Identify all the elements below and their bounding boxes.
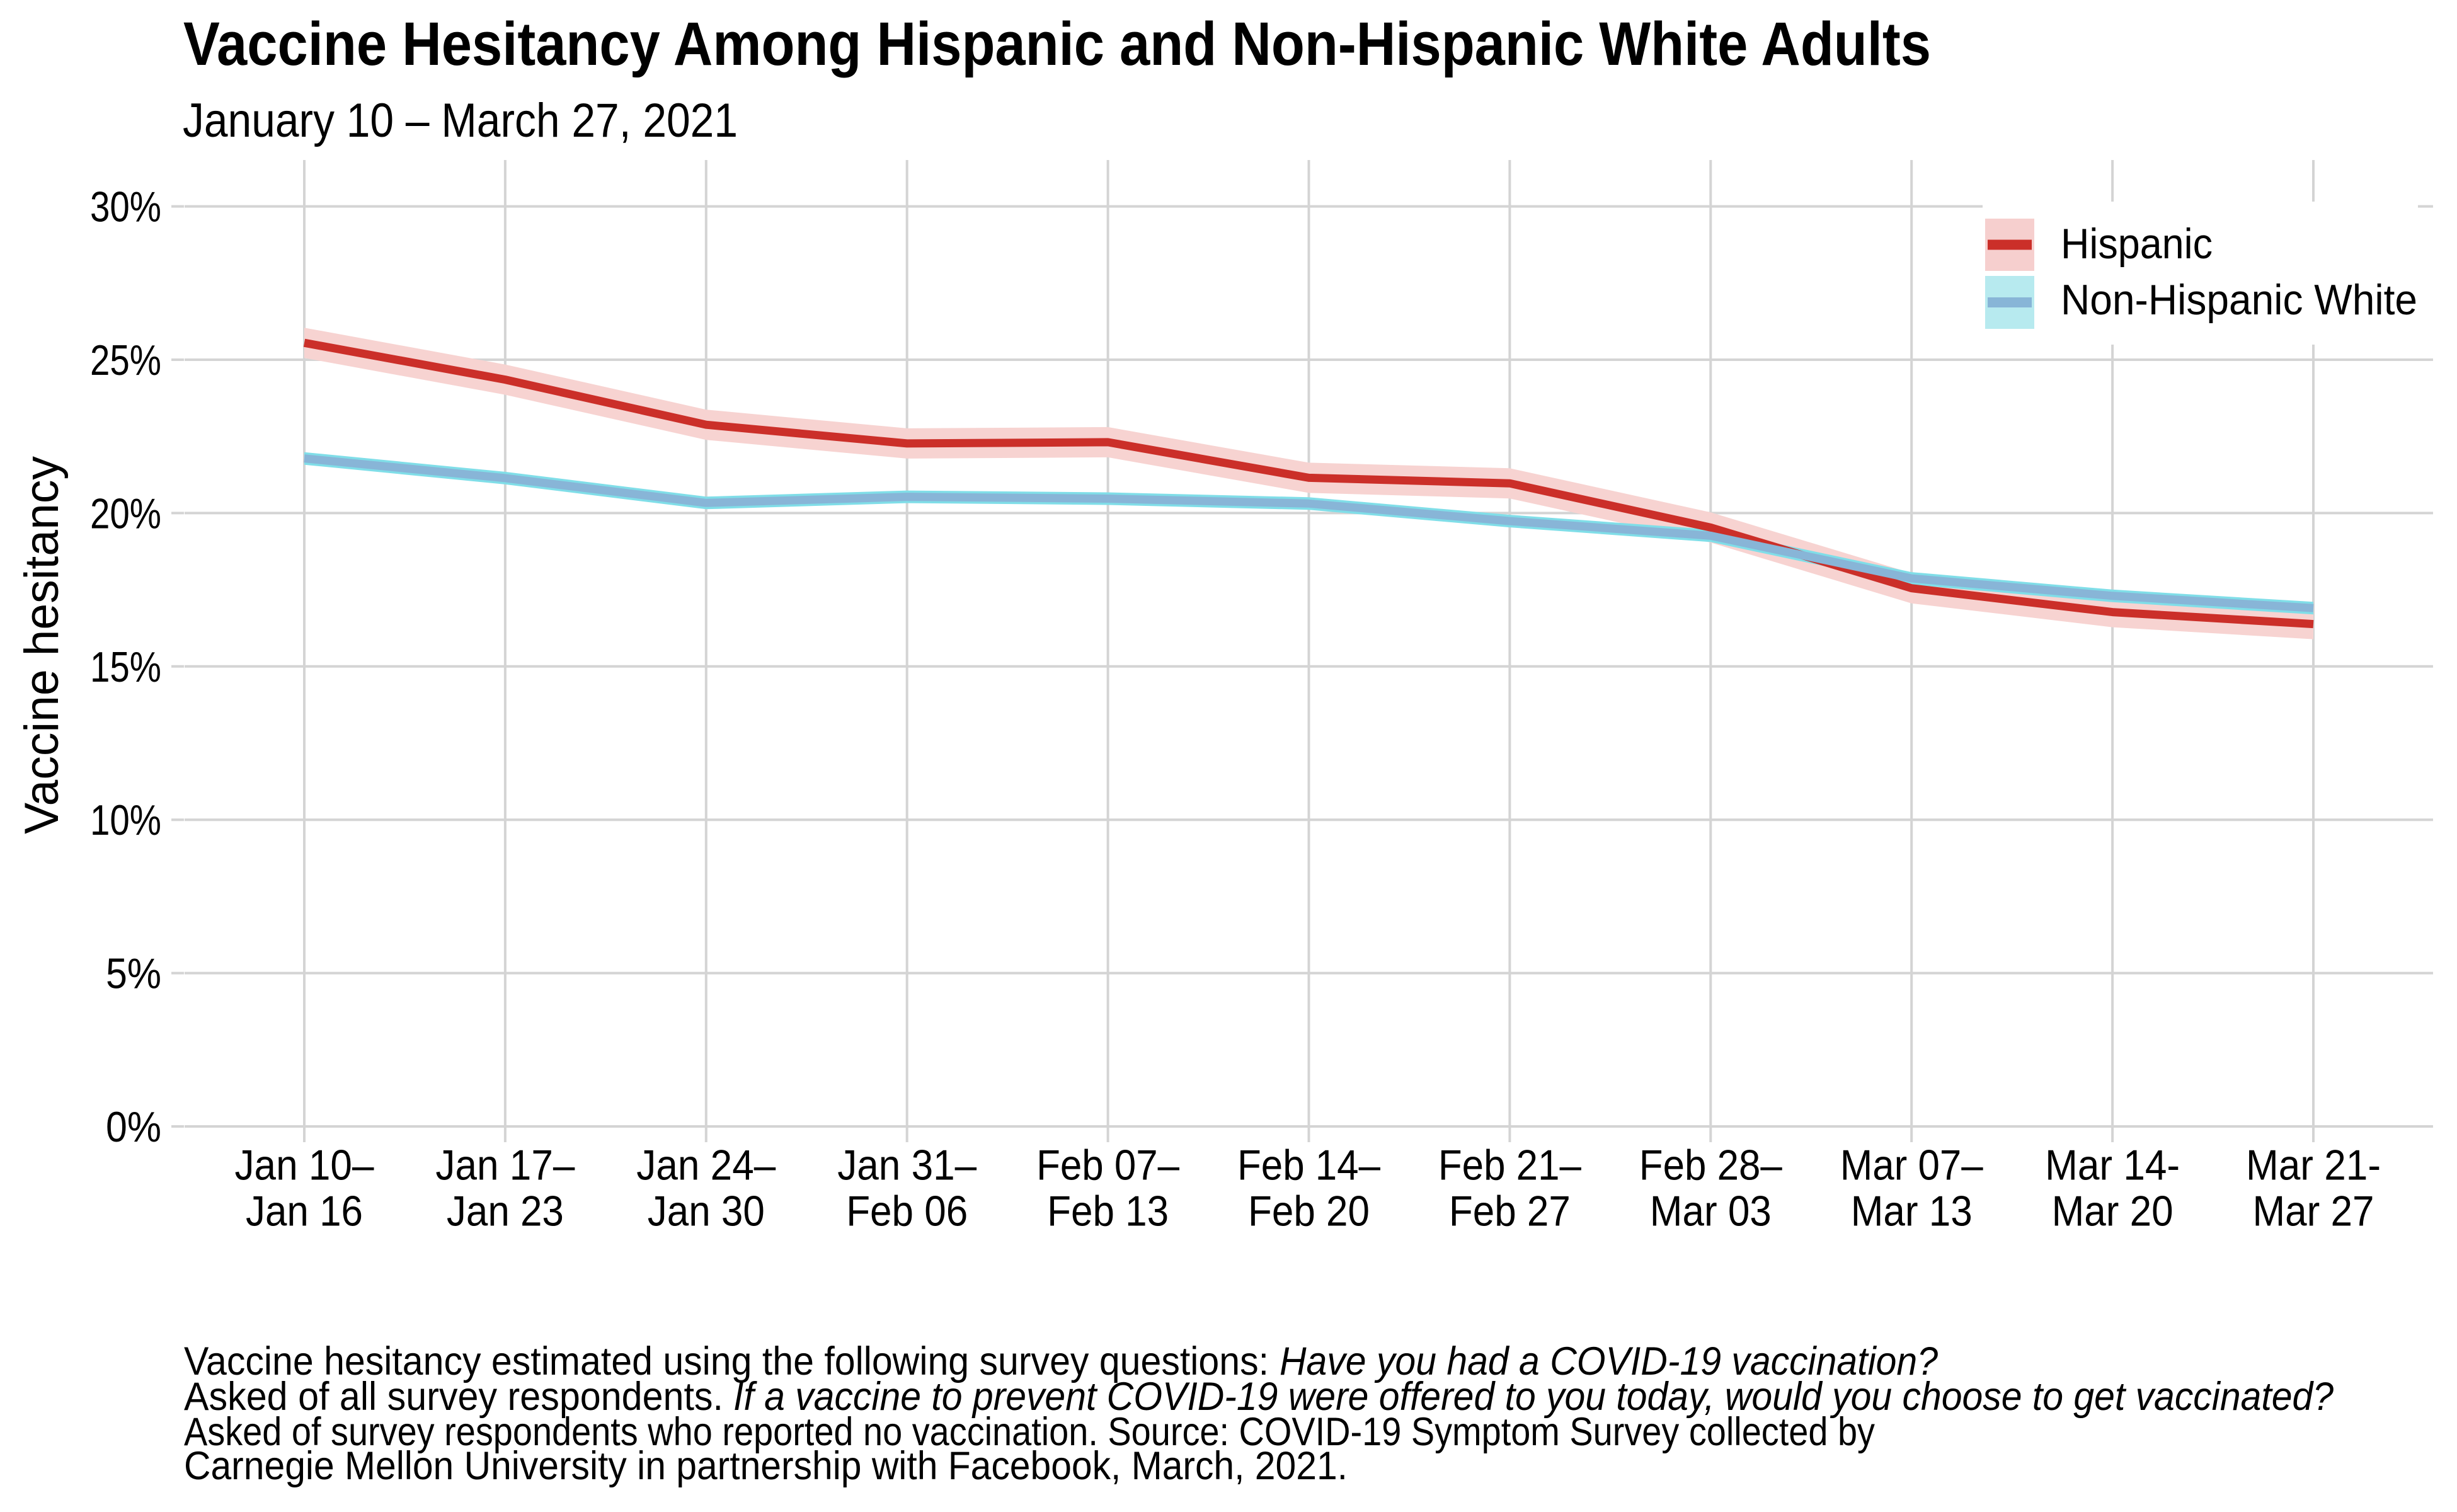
svg-text:5%: 5% — [106, 950, 161, 998]
svg-text:Mar 21-: Mar 21- — [2246, 1142, 2381, 1189]
svg-text:Mar 13: Mar 13 — [1851, 1188, 1973, 1235]
svg-text:Jan 24–: Jan 24– — [636, 1142, 776, 1189]
svg-text:Feb 06: Feb 06 — [846, 1188, 968, 1235]
svg-text:30%: 30% — [90, 183, 161, 231]
svg-text:Feb 14–: Feb 14– — [1237, 1142, 1380, 1189]
svg-text:Jan 16: Jan 16 — [246, 1188, 363, 1235]
svg-text:Feb 28–: Feb 28– — [1639, 1142, 1782, 1189]
svg-text:10%: 10% — [90, 796, 161, 844]
svg-text:25%: 25% — [90, 336, 161, 384]
svg-text:Jan 30: Jan 30 — [648, 1188, 765, 1235]
svg-text:Feb 27: Feb 27 — [1449, 1188, 1571, 1235]
svg-text:Feb 20: Feb 20 — [1248, 1188, 1370, 1235]
svg-text:Have you had a COVID-19 vaccin: Have you had a COVID-19 vaccination? — [1280, 1339, 1938, 1383]
svg-text:Asked of survey respondents wh: Asked of survey respondents who reported… — [184, 1410, 1875, 1454]
svg-text:Asked of all survey respondent: Asked of all survey respondents. — [184, 1375, 723, 1419]
svg-text:0%: 0% — [106, 1103, 161, 1151]
svg-text:Jan 31–: Jan 31– — [837, 1142, 976, 1189]
svg-text:Mar 27: Mar 27 — [2253, 1188, 2374, 1235]
svg-text:Feb 07–: Feb 07– — [1036, 1142, 1179, 1189]
svg-text:Feb 13: Feb 13 — [1047, 1188, 1169, 1235]
svg-text:Mar 07–: Mar 07– — [1840, 1142, 1983, 1189]
svg-text:20%: 20% — [90, 490, 161, 537]
svg-text:15%: 15% — [90, 643, 161, 691]
svg-text:Non-Hispanic White: Non-Hispanic White — [2061, 276, 2417, 324]
svg-text:Mar 14-: Mar 14- — [2045, 1142, 2180, 1189]
svg-text:Jan 23: Jan 23 — [447, 1188, 564, 1235]
svg-text:Vaccine hesitancy: Vaccine hesitancy — [15, 456, 69, 834]
svg-text:Jan 10–: Jan 10– — [235, 1142, 374, 1189]
svg-text:Vaccine hesitancy estimated us: Vaccine hesitancy estimated using the fo… — [184, 1339, 1269, 1383]
svg-text:Jan 17–: Jan 17– — [435, 1142, 575, 1189]
svg-text:Feb 21–: Feb 21– — [1438, 1142, 1581, 1189]
svg-text:Mar 03: Mar 03 — [1650, 1188, 1772, 1235]
svg-text:Mar 20: Mar 20 — [2052, 1188, 2174, 1235]
svg-text:January 10 – March 27, 2021: January 10 – March 27, 2021 — [183, 94, 738, 147]
svg-text:Carnegie Mellon University in: Carnegie Mellon University in partnershi… — [184, 1444, 1348, 1488]
svg-text:If a vaccine to prevent COVID-: If a vaccine to prevent COVID-19 were of… — [733, 1375, 2334, 1419]
svg-text:Vaccine Hesitancy Among Hispan: Vaccine Hesitancy Among Hispanic and Non… — [183, 9, 1931, 78]
svg-text:Hispanic: Hispanic — [2061, 220, 2213, 268]
